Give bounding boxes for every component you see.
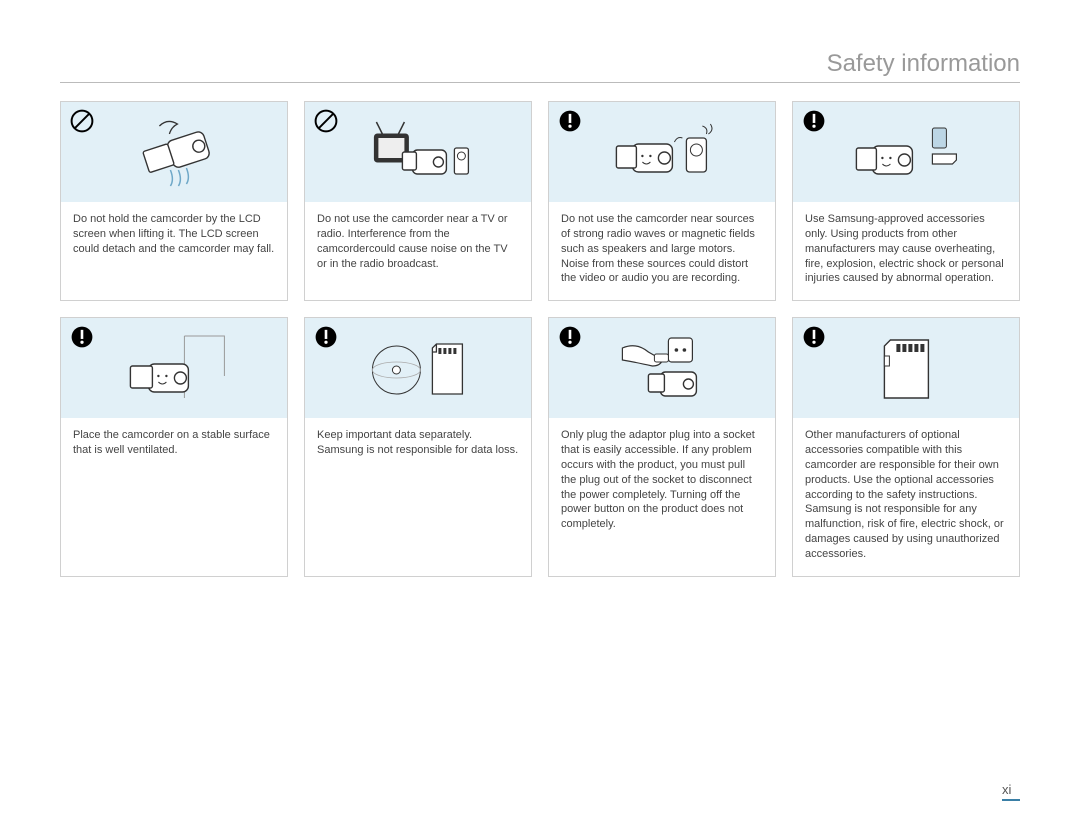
page-number-underline	[1002, 799, 1020, 801]
illu-stable-surface	[84, 328, 265, 408]
safety-card: Do not use the camcorder near a TV or ra…	[304, 101, 532, 301]
illu-tv-radio	[328, 112, 509, 192]
card-text: Do not use the camcorder near sources of…	[549, 202, 775, 300]
card-text: Keep important data separately. Samsung …	[305, 418, 531, 498]
card-text: Do not use the camcorder near a TV or ra…	[305, 202, 531, 285]
safety-card: Do not use the camcorder near sources of…	[548, 101, 776, 301]
caution-icon	[313, 324, 339, 350]
prohibit-icon	[69, 108, 95, 134]
card-illustration	[305, 318, 531, 418]
safety-card: Place the camcorder on a stable surface …	[60, 317, 288, 577]
card-text: Place the camcorder on a stable surface …	[61, 418, 287, 498]
caution-icon	[557, 108, 583, 134]
card-illustration	[793, 318, 1019, 418]
card-text: Do not hold the camcorder by the LCD scr…	[61, 202, 287, 282]
safety-card: Other manufacturers of optional accessor…	[792, 317, 1020, 577]
caution-icon	[801, 108, 827, 134]
safety-card: Keep important data separately. Samsung …	[304, 317, 532, 577]
illu-radio-waves	[572, 112, 753, 192]
prohibit-icon	[313, 108, 339, 134]
page-number: xi	[1002, 782, 1020, 801]
illu-data-backup	[328, 328, 509, 408]
caution-icon	[801, 324, 827, 350]
safety-card: Use Samsung-approved accessories only. U…	[792, 101, 1020, 301]
card-illustration	[793, 102, 1019, 202]
illu-sd-card	[816, 328, 997, 408]
illu-accessories	[816, 112, 997, 192]
card-illustration	[61, 102, 287, 202]
illu-plug-socket	[572, 328, 753, 408]
caution-icon	[69, 324, 95, 350]
card-text: Use Samsung-approved accessories only. U…	[793, 202, 1019, 300]
card-illustration	[61, 318, 287, 418]
page-title: Safety information	[60, 50, 1020, 83]
safety-grid: Do not hold the camcorder by the LCD scr…	[60, 101, 1020, 577]
card-illustration	[305, 102, 531, 202]
safety-card: Do not hold the camcorder by the LCD scr…	[60, 101, 288, 301]
card-text: Only plug the adaptor plug into a socket…	[549, 418, 775, 546]
caution-icon	[557, 324, 583, 350]
card-illustration	[549, 102, 775, 202]
safety-card: Only plug the adaptor plug into a socket…	[548, 317, 776, 577]
card-text: Other manufacturers of optional accessor…	[793, 418, 1019, 576]
illu-hold-lcd	[84, 112, 265, 192]
card-illustration	[549, 318, 775, 418]
